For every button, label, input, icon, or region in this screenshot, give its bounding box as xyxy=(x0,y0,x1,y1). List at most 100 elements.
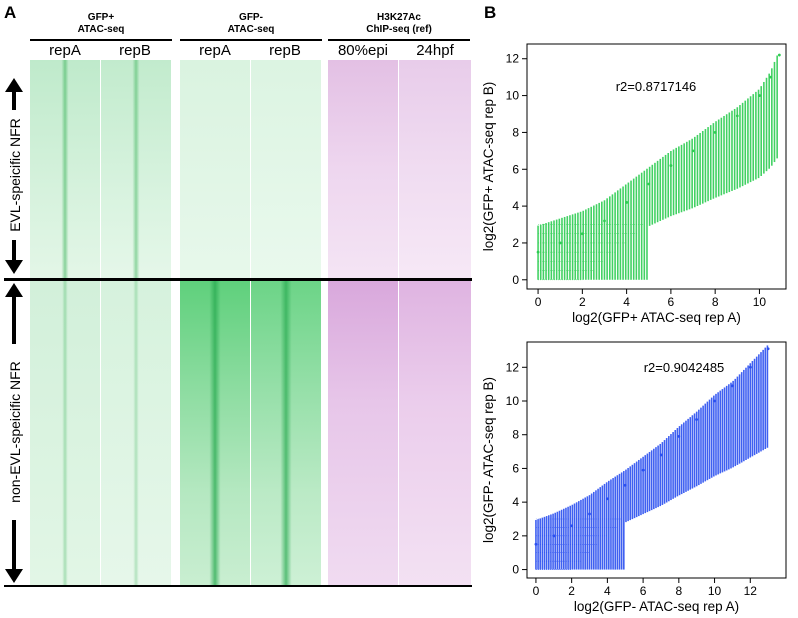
scatter-point xyxy=(558,241,562,245)
scatter-point xyxy=(552,534,556,538)
x-tick-label: 8 xyxy=(675,584,682,598)
group-underline xyxy=(328,39,470,41)
scatter-point xyxy=(580,232,584,236)
heatmap-h3k27ac-24hpf-nonevl xyxy=(399,281,471,585)
scatter-point xyxy=(713,399,716,403)
y-axis-label: log2(GFP+ ATAC-seq rep B) xyxy=(481,82,496,251)
scatter-plot-gfp-plus: 0 2 4 6 8 10 0 2 4 6 8 10 12 log2(GFP+ ATAC-seq rep A… xyxy=(481,43,787,325)
scatter-point xyxy=(647,182,651,186)
x-tick-label: 4 xyxy=(623,295,630,309)
heatmap-gfp-minus-repB-evl xyxy=(251,60,321,278)
x-tick-label: 8 xyxy=(712,295,719,309)
row-label-nonevl-bg xyxy=(6,344,22,520)
x-tick-label: 10 xyxy=(708,584,722,598)
x-tick-label: 4 xyxy=(604,584,611,598)
scatter-point xyxy=(659,453,663,457)
group-title-gfp-minus: GFP- ATAC-seq xyxy=(180,12,322,36)
group-title-gfp-plus: GFP+ ATAC-seq xyxy=(30,12,172,36)
column-label: repB xyxy=(269,42,301,59)
scatter-cloud xyxy=(534,345,770,570)
y-tick-label: 6 xyxy=(512,461,519,475)
panel-a-letter: A xyxy=(4,3,17,22)
y-tick-label: 12 xyxy=(506,52,520,66)
scatter-point xyxy=(641,468,645,472)
scatter-point xyxy=(625,201,629,204)
y-tick-label: 10 xyxy=(506,89,520,103)
group-title-line2: ATAC-seq xyxy=(77,24,125,35)
heatmap-gfp-plus-repB-nonevl xyxy=(101,281,171,585)
x-tick-label: 0 xyxy=(535,295,542,309)
scatter-point xyxy=(603,219,606,223)
y-tick-label: 6 xyxy=(512,162,519,176)
r2-annotation: r2=0.9042485 xyxy=(644,360,725,375)
heatmap-gfp-plus-repA-nonevl xyxy=(30,281,100,585)
group-title-line1: H3K27Ac xyxy=(377,12,421,23)
scatter-point xyxy=(735,114,739,118)
y-tick-label: 2 xyxy=(512,529,519,543)
scatter-plot-gfp-minus: 0 2 4 6 8 10 12 0 2 4 6 8 10 12 log2(GFP- ATAC-seq rep… xyxy=(481,341,787,614)
scatter-point xyxy=(669,164,673,167)
r2-annotation: r2=0.8717146 xyxy=(616,79,697,94)
section-divider xyxy=(4,278,472,281)
scatter-point xyxy=(748,365,752,369)
x-tick-label: 6 xyxy=(668,295,675,309)
heatmap-gfp-plus-repA-evl xyxy=(30,60,100,278)
x-tick-label: 6 xyxy=(640,584,647,598)
y-tick-label: 10 xyxy=(506,394,520,408)
group-title-line1: GFP- xyxy=(239,12,263,23)
x-axis-label: log2(GFP- ATAC-seq rep A) xyxy=(574,599,739,614)
x-tick-label: 10 xyxy=(753,295,767,309)
column-label: repA xyxy=(49,42,81,59)
panel-b-letter: B xyxy=(484,3,497,22)
heatmap-gfp-plus-repB-evl xyxy=(101,60,171,278)
y-tick-label: 2 xyxy=(512,236,519,250)
scatter-point xyxy=(605,497,609,501)
y-tick-label: 4 xyxy=(512,495,519,509)
group-underline xyxy=(30,39,172,41)
x-tick-label: 12 xyxy=(744,584,758,598)
column-label: 80%epi xyxy=(337,42,389,59)
scatter-point xyxy=(731,384,734,388)
group-title-line2: ATAC-seq xyxy=(227,24,275,35)
scatter-point xyxy=(766,347,770,351)
heatmap-h3k27ac-80epi-evl xyxy=(328,60,398,278)
y-tick-label: 12 xyxy=(506,360,520,374)
column-label: repA xyxy=(199,42,231,59)
scatter-point xyxy=(691,149,695,153)
y-axis-label: log2(GFP- ATAC-seq rep B) xyxy=(481,377,496,543)
row-label-non-evl: non-EVL-speicific NFR xyxy=(7,361,23,503)
scatter-point xyxy=(695,418,699,421)
y-tick-label: 4 xyxy=(512,199,519,213)
heatmap-gfp-minus-repB-nonevl xyxy=(251,281,321,585)
y-tick-label: 8 xyxy=(512,125,519,139)
group-underline xyxy=(180,39,322,41)
scatter-point xyxy=(534,542,538,546)
bottom-divider xyxy=(4,585,472,587)
x-tick-label: 2 xyxy=(579,295,586,309)
scatter-point xyxy=(769,75,772,79)
scatter-point xyxy=(758,94,761,97)
plot-frame xyxy=(526,341,787,579)
heatmap-gfp-minus-repA-nonevl xyxy=(180,281,250,585)
scatter-point xyxy=(570,524,574,528)
row-label-evl-bg xyxy=(6,110,22,240)
scatter-point xyxy=(588,512,591,516)
scatter-cloud xyxy=(536,53,781,281)
heatmap-gfp-minus-repA-evl xyxy=(180,60,250,278)
scatter-point xyxy=(536,250,540,254)
group-title-h3k27ac: H3K27Ac ChIP-seq (ref) xyxy=(328,12,470,36)
scatter-point xyxy=(677,435,681,438)
row-label-evl: EVL-speicific NFR xyxy=(7,118,23,232)
group-title-line2: ChIP-seq (ref) xyxy=(366,24,432,35)
group-title-line1: GFP+ xyxy=(87,12,115,23)
scatter-point xyxy=(713,131,717,134)
y-tick-label: 0 xyxy=(512,563,519,577)
y-tick-label: 0 xyxy=(512,273,519,287)
heatmap-h3k27ac-24hpf-evl xyxy=(399,60,471,278)
column-label: 24hpf xyxy=(416,42,454,59)
scatter-point xyxy=(623,483,627,487)
y-tick-label: 8 xyxy=(512,428,519,442)
column-label: repB xyxy=(119,42,151,59)
plot-frame xyxy=(526,43,787,290)
heatmap-h3k27ac-80epi-nonevl xyxy=(328,281,398,585)
